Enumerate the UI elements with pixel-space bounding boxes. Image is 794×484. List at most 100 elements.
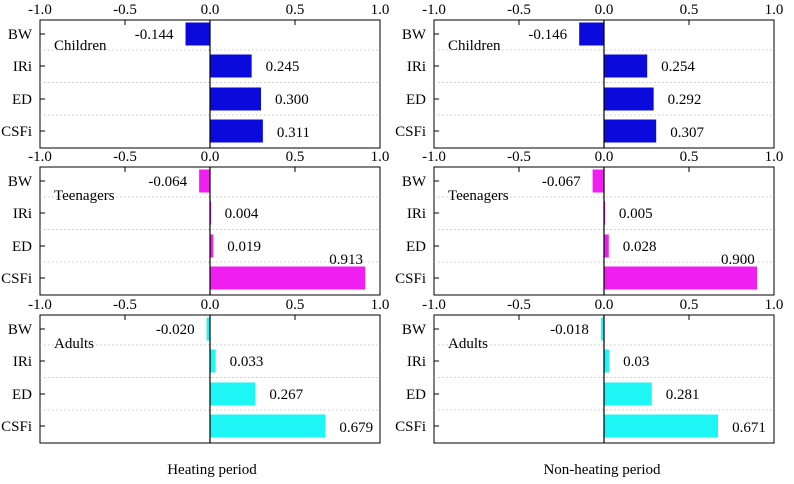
group-label-teenagers: Teenagers [54, 188, 115, 204]
category-label-ed: ED [406, 92, 426, 108]
category-label-csfi: CSFi [1, 419, 32, 435]
value-label: 0.005 [619, 206, 653, 222]
category-label-ed: ED [406, 239, 426, 255]
group-label-adults: Adults [54, 336, 94, 352]
bar-teenagers-bw [199, 169, 210, 193]
category-label-bw: BW [8, 174, 33, 190]
x-tick-label: -1.0 [422, 2, 446, 18]
bar-teenagers-bw [592, 169, 604, 193]
value-label: -0.018 [550, 322, 589, 338]
x-tick-label: -1.0 [28, 149, 52, 165]
value-label: 0.019 [227, 239, 261, 255]
category-label-ed: ED [406, 387, 426, 403]
group-label-teenagers: Teenagers [448, 188, 509, 204]
x-tick-label: 0.0 [595, 297, 614, 313]
group-label-children: Children [448, 38, 501, 54]
bar-children-csfi [604, 119, 657, 143]
bar-children-bw [579, 22, 604, 46]
value-label: -0.146 [528, 27, 567, 43]
x-tick-label: 1.0 [765, 297, 784, 313]
bar-children-iri [210, 54, 252, 78]
panel-children-non-heating-period: -1.0 -0.5 0.0 0.5 1.0 BW IRi ED CSFi -0.146 0.254 0… [395, 2, 784, 149]
bar-teenagers-iri [210, 201, 212, 225]
x-tick-label: 0.5 [680, 149, 699, 165]
value-label: 0.033 [230, 354, 264, 370]
panel-adults-heating-period: -1.0 -0.5 0.0 0.5 1.0 BW IRi ED CSFi -0.020 0.033 0… [1, 297, 389, 444]
category-label-iri: IRi [13, 59, 32, 75]
value-label: 0.292 [668, 92, 702, 108]
bar-adults-ed [604, 382, 652, 406]
category-label-bw: BW [402, 322, 427, 338]
bar-adults-bw [206, 317, 210, 341]
bar-teenagers-ed [604, 234, 609, 258]
group-label-children: Children [54, 38, 107, 54]
category-label-bw: BW [402, 27, 427, 43]
bar-adults-bw [600, 317, 604, 341]
x-tick-label: 1.0 [765, 149, 784, 165]
x-tick-label: 0.0 [201, 297, 220, 313]
column-label-non-heating: Non-heating period [543, 462, 661, 478]
x-tick-label: 1.0 [371, 2, 390, 18]
category-label-csfi: CSFi [1, 271, 32, 287]
x-tick-label: 0.0 [201, 149, 220, 165]
bar-children-ed [210, 87, 261, 111]
panel-teenagers-non-heating-period: -1.0 -0.5 0.0 0.5 1.0 BW IRi ED CSFi -0.067 0.005 0… [395, 149, 784, 296]
value-label: -0.064 [148, 174, 187, 190]
bar-adults-ed [210, 382, 256, 406]
panel-teenagers-heating-period: -1.0 -0.5 0.0 0.5 1.0 BW IRi ED CSFi -0.064 0.004 0… [1, 149, 390, 296]
bar-children-iri [604, 54, 648, 78]
category-label-iri: IRi [407, 206, 426, 222]
value-label: 0.300 [275, 92, 309, 108]
value-label: 0.03 [623, 354, 649, 370]
x-tick-label: -1.0 [28, 297, 52, 313]
x-tick-label: 0.5 [680, 297, 699, 313]
chart-panels: -1.0 -0.5 0.0 0.5 1.0 BW IRi ED CSFi -0.144 0.245 0… [1, 2, 784, 444]
bar-teenagers-csfi [210, 266, 366, 290]
category-label-iri: IRi [13, 206, 32, 222]
value-label: 0.028 [623, 239, 657, 255]
x-tick-label: -1.0 [28, 2, 52, 18]
bar-children-bw [185, 22, 210, 46]
x-tick-label: 0.5 [286, 297, 305, 313]
value-label: 0.913 [329, 252, 363, 268]
category-label-bw: BW [402, 174, 427, 190]
category-label-iri: IRi [13, 354, 32, 370]
group-label-adults: Adults [448, 336, 488, 352]
x-tick-label: 0.0 [595, 2, 614, 18]
category-label-ed: ED [12, 387, 32, 403]
category-label-iri: IRi [407, 354, 426, 370]
value-label: 0.004 [225, 206, 259, 222]
column-label-heating: Heating period [167, 462, 257, 478]
bar-children-csfi [210, 119, 263, 143]
value-label: 0.671 [732, 420, 766, 436]
category-label-csfi: CSFi [395, 124, 426, 140]
x-tick-label: 0.5 [286, 2, 305, 18]
value-label: 0.281 [666, 387, 700, 403]
bar-adults-csfi [604, 414, 719, 438]
bar-teenagers-ed [210, 234, 214, 258]
x-tick-label: 0.0 [595, 149, 614, 165]
category-label-csfi: CSFi [395, 419, 426, 435]
bar-children-ed [604, 87, 654, 111]
category-label-iri: IRi [407, 59, 426, 75]
value-label: 0.254 [661, 59, 695, 75]
x-tick-label: 1.0 [765, 2, 784, 18]
x-tick-label: -0.5 [113, 149, 137, 165]
x-tick-label: 1.0 [371, 149, 390, 165]
category-label-ed: ED [12, 239, 32, 255]
value-label: -0.067 [542, 174, 581, 190]
category-label-csfi: CSFi [395, 271, 426, 287]
x-tick-label: 0.5 [680, 2, 699, 18]
value-label: 0.311 [277, 125, 310, 141]
value-label: 0.900 [721, 252, 755, 268]
bar-adults-csfi [210, 414, 326, 438]
x-tick-label: -1.0 [422, 149, 446, 165]
category-label-bw: BW [8, 27, 33, 43]
value-label: -0.144 [135, 27, 174, 43]
x-tick-label: -1.0 [422, 297, 446, 313]
x-tick-label: -0.5 [113, 2, 137, 18]
bar-adults-iri [210, 349, 216, 373]
value-label: 0.245 [266, 59, 300, 75]
value-label: -0.020 [156, 322, 195, 338]
